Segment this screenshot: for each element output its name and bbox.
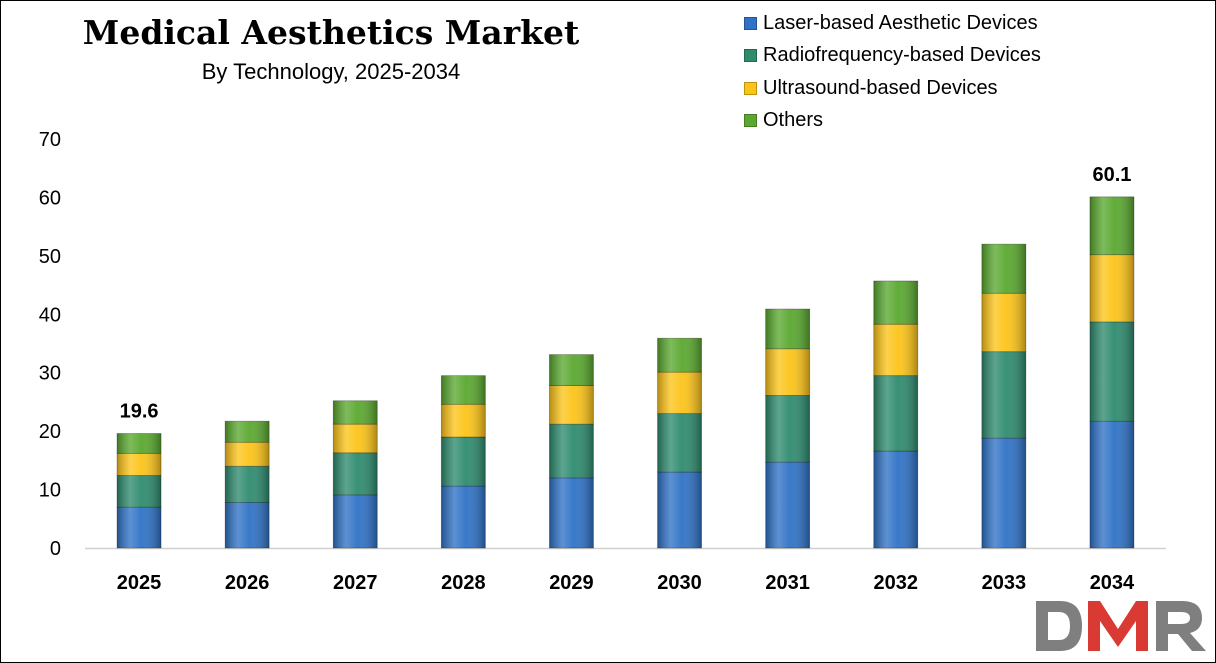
chart-title: Medical Aesthetics Market <box>82 13 580 52</box>
x-tick-label: 2026 <box>225 572 270 594</box>
dmr-logo-graphic <box>1036 601 1206 651</box>
bar-shading-others-2027 <box>333 400 378 425</box>
bar-shading-others-2032 <box>873 280 918 325</box>
bar-shading-ultrasound-2029 <box>549 385 594 425</box>
bar-shading-radiofrequency-2031 <box>765 395 810 463</box>
legend-swatch-others <box>744 114 757 128</box>
legend-swatch-laser <box>744 16 757 30</box>
x-tick-label: 2033 <box>982 572 1027 594</box>
bar-shading-others-2025 <box>117 433 162 454</box>
x-axis: 2025 2026 2027 2028 2029 2030 2031 2032 2033 2034 <box>85 547 1166 594</box>
bar-shading-radiofrequency-2027 <box>333 452 378 495</box>
bar-stack-2033 <box>981 243 1027 549</box>
bar-shading-others-2028 <box>441 375 486 405</box>
x-tick-label: 2028 <box>441 572 486 594</box>
bar-shading-others-2029 <box>549 354 594 386</box>
data-labels: 19.6 60.1 <box>120 164 1132 423</box>
bar-shading-others-2034 <box>1089 196 1134 255</box>
y-tick-label: 70 <box>39 129 61 151</box>
bar-shading-radiofrequency-2034 <box>1089 321 1134 422</box>
bar-shading-others-2033 <box>981 244 1026 294</box>
legend-label-radiofrequency: Radiofrequency-based Devices <box>763 44 1041 67</box>
y-tick-label: 50 <box>39 246 61 268</box>
bar-shading-laser-2027 <box>333 494 378 548</box>
y-tick-label: 0 <box>50 538 61 560</box>
bar-stack-2030 <box>657 337 702 549</box>
bar-shading-radiofrequency-2028 <box>441 436 486 487</box>
bar-shading-ultrasound-2034 <box>1089 254 1134 322</box>
bar-shading-radiofrequency-2026 <box>225 466 270 503</box>
y-tick-label: 60 <box>39 187 61 209</box>
bar-shading-radiofrequency-2029 <box>549 424 594 478</box>
bar-shading-laser-2032 <box>873 451 918 548</box>
y-tick-label: 10 <box>39 480 61 502</box>
bar-shading-laser-2031 <box>765 462 810 548</box>
bars <box>116 196 1135 549</box>
bar-shading-laser-2029 <box>549 477 594 548</box>
bar-shading-laser-2028 <box>441 486 486 548</box>
y-axis: 0 10 20 30 40 50 60 70 <box>39 129 61 560</box>
bar-shading-laser-2034 <box>1089 421 1134 548</box>
bar-shading-radiofrequency-2030 <box>657 413 702 473</box>
bar-shading-ultrasound-2032 <box>873 324 918 376</box>
bar-stack-2026 <box>224 420 270 549</box>
bar-stack-2025 <box>116 433 162 549</box>
x-tick-label: 2031 <box>765 572 810 594</box>
bar-shading-ultrasound-2027 <box>333 424 378 453</box>
y-tick-label: 30 <box>39 363 61 385</box>
bar-shading-ultrasound-2030 <box>657 372 702 414</box>
bar-shading-ultrasound-2031 <box>765 348 810 396</box>
legend-swatch-ultrasound <box>744 81 757 95</box>
bar-shading-ultrasound-2026 <box>225 442 270 467</box>
x-tick-label: 2034 <box>1090 572 1135 594</box>
bar-stack-2028 <box>440 375 486 549</box>
bar-shading-laser-2033 <box>981 438 1026 548</box>
bar-shading-others-2026 <box>225 421 270 443</box>
bar-shading-others-2031 <box>765 309 810 349</box>
legend-label-ultrasound: Ultrasound-based Devices <box>763 76 998 99</box>
bar-shading-laser-2025 <box>117 507 162 548</box>
legend-label-laser: Laser-based Aesthetic Devices <box>763 11 1038 34</box>
x-tick-label: 2025 <box>117 572 162 594</box>
bar-shading-ultrasound-2025 <box>117 453 162 476</box>
legend-label-others: Others <box>763 109 824 132</box>
bar-shading-radiofrequency-2025 <box>117 475 162 508</box>
bar-stack-2029 <box>549 354 594 549</box>
bar-shading-others-2030 <box>657 338 702 373</box>
data-label-2034: 60.1 <box>1092 164 1131 186</box>
x-tick-label: 2029 <box>549 572 594 594</box>
bar-shading-ultrasound-2028 <box>441 404 486 437</box>
legend: Laser-based Aesthetic Devices Radiofrequ… <box>744 7 1041 137</box>
bar-shading-radiofrequency-2032 <box>873 375 918 452</box>
legend-swatch-radiofrequency <box>744 49 757 63</box>
y-tick-label: 20 <box>39 421 61 443</box>
y-tick-label: 40 <box>39 304 61 326</box>
legend-item-radiofrequency: Radiofrequency-based Devices <box>744 40 1041 73</box>
bar-stack-2027 <box>332 400 378 549</box>
chart-subtitle: By Technology, 2025-2034 <box>201 59 461 84</box>
x-tick-label: 2030 <box>657 572 702 594</box>
bar-stack-2034 <box>1089 196 1135 549</box>
dmr-logo <box>1034 597 1210 660</box>
x-tick-label: 2032 <box>874 572 919 594</box>
data-label-2025: 19.6 <box>120 400 159 422</box>
bar-stack-2031 <box>765 308 811 549</box>
legend-item-ultrasound: Ultrasound-based Devices <box>744 72 1041 105</box>
bar-shading-ultrasound-2033 <box>981 293 1026 352</box>
legend-item-laser: Laser-based Aesthetic Devices <box>744 7 1041 40</box>
x-tick-label: 2027 <box>333 572 378 594</box>
bar-shading-laser-2030 <box>657 472 702 548</box>
bar-shading-laser-2026 <box>225 502 270 548</box>
legend-item-others: Others <box>744 105 1041 138</box>
bar-shading-radiofrequency-2033 <box>981 351 1026 439</box>
bar-stack-2032 <box>873 280 919 549</box>
